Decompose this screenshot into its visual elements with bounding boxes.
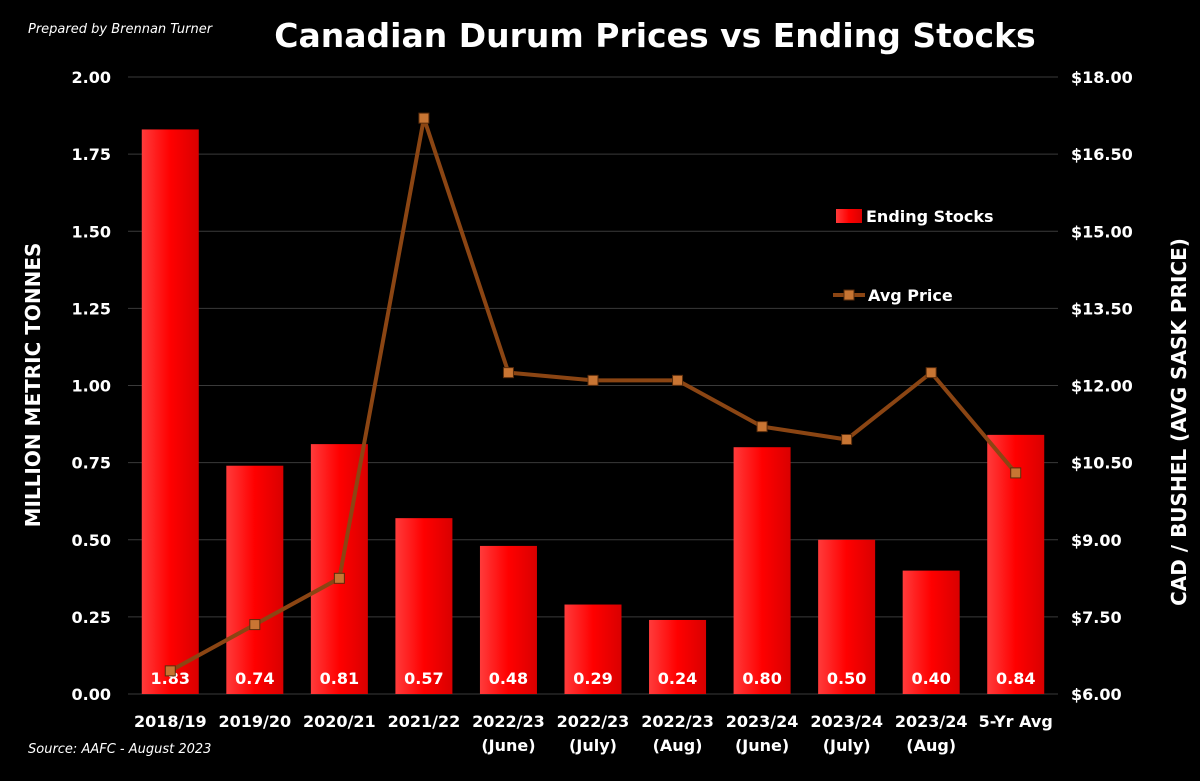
right-tick-label: $13.50: [1071, 299, 1133, 318]
left-tick-label: 0.75: [72, 454, 111, 473]
left-tick-label: 1.75: [72, 145, 111, 164]
price-point: [249, 619, 261, 631]
bar: [479, 545, 537, 694]
right-tick-label: $18.00: [1071, 68, 1133, 87]
left-tick-label: 0.50: [72, 531, 111, 550]
category-label: 2018/19: [134, 712, 207, 731]
bar: [818, 539, 876, 694]
legend-marker-avg-price: [843, 289, 855, 301]
bar-data-label: 0.74: [235, 669, 274, 688]
chart-title: Canadian Durum Prices vs Ending Stocks: [274, 16, 1036, 55]
left-tick-label: 0.00: [72, 685, 111, 704]
bar: [226, 465, 284, 694]
bar-data-label: 0.48: [489, 669, 528, 688]
bar: [141, 129, 199, 694]
right-axis-tick-labels: $6.00 $7.50 $9.00 $10.50 $12.00 $13.50 $15.00 $…: [1071, 68, 1133, 704]
bar: [564, 604, 622, 694]
category-label: 2023/24: [895, 712, 968, 731]
category-label: (July): [569, 736, 617, 755]
price-point: [1010, 467, 1022, 479]
category-axis-labels: 2018/19 2019/20 2020/21 2021/22 2022/23 (June…: [134, 712, 1053, 755]
right-axis-title: CAD / BUSHEL (AVG SASK PRICE): [1167, 238, 1191, 606]
category-label: 2022/23: [641, 712, 714, 731]
source-note: Source: AAFC - August 2023: [28, 742, 212, 757]
category-label: 2023/24: [810, 712, 883, 731]
category-label: (July): [823, 736, 871, 755]
left-axis-title: MILLION METRIC TONNES: [21, 243, 45, 528]
bar: [733, 447, 791, 694]
right-tick-label: $12.00: [1071, 377, 1133, 396]
legend-label-avg-price: Avg Price: [868, 286, 953, 305]
right-tick-label: $9.00: [1071, 531, 1122, 550]
legend-label-ending-stocks: Ending Stocks: [866, 207, 993, 226]
category-label: 2023/24: [726, 712, 799, 731]
bar: [395, 518, 453, 694]
category-label: 5-Yr Avg: [979, 712, 1053, 731]
category-label: 2022/23: [557, 712, 630, 731]
category-label: (Aug): [906, 736, 956, 755]
right-tick-label: $6.00: [1071, 685, 1122, 704]
category-label: (June): [735, 736, 789, 755]
price-point: [841, 433, 853, 445]
prepared-by-note: Prepared by Brennan Turner: [28, 22, 213, 37]
right-tick-label: $16.50: [1071, 145, 1133, 164]
category-label: (Aug): [653, 736, 703, 755]
price-point: [418, 112, 430, 124]
left-tick-label: 1.50: [72, 222, 111, 241]
price-point: [587, 374, 599, 386]
right-tick-label: $10.50: [1071, 454, 1133, 473]
price-point: [164, 665, 176, 677]
price-point: [333, 572, 345, 584]
bar-data-label: 0.81: [320, 669, 359, 688]
category-label: 2022/23: [472, 712, 545, 731]
bar-data-label: 1.83: [151, 669, 190, 688]
bar-data-label: 0.57: [404, 669, 443, 688]
left-tick-label: 0.25: [72, 608, 111, 627]
category-label: (June): [481, 736, 535, 755]
category-label: 2019/20: [218, 712, 291, 731]
bar-data-label: 0.29: [573, 669, 612, 688]
category-label: 2020/21: [303, 712, 376, 731]
bar-data-label: 0.84: [996, 669, 1035, 688]
left-tick-label: 1.00: [72, 377, 111, 396]
bar-data-label: 0.80: [742, 669, 781, 688]
bar-data-label: 0.24: [658, 669, 697, 688]
left-axis-tick-labels: 0.00 0.25 0.50 0.75 1.00 1.25 1.50 1.75 2.00: [72, 68, 111, 704]
price-point: [756, 421, 768, 433]
bar-data-label: 0.50: [827, 669, 866, 688]
right-tick-label: $7.50: [1071, 608, 1122, 627]
price-point: [672, 374, 684, 386]
legend-swatch-ending-stocks: [836, 209, 862, 223]
legend: Ending Stocks Avg Price: [833, 207, 993, 305]
price-line: [169, 116, 1018, 673]
axis-titles: MILLION METRIC TONNES CAD / BUSHEL (AVG S…: [21, 238, 1191, 606]
bar: [902, 570, 960, 694]
left-tick-label: 2.00: [72, 68, 111, 87]
price-point: [502, 367, 514, 379]
line-series-avg-price: [164, 112, 1022, 677]
bar-data-label: 0.40: [911, 669, 950, 688]
left-tick-label: 1.25: [72, 299, 111, 318]
bar: [649, 619, 707, 694]
bar-data-labels: 1.83 0.74 0.81 0.57 0.48 0.29 0.24 0.80 0.50 0.40…: [151, 669, 1036, 688]
price-point: [925, 367, 937, 379]
category-label: 2021/22: [388, 712, 461, 731]
right-tick-label: $15.00: [1071, 222, 1133, 241]
